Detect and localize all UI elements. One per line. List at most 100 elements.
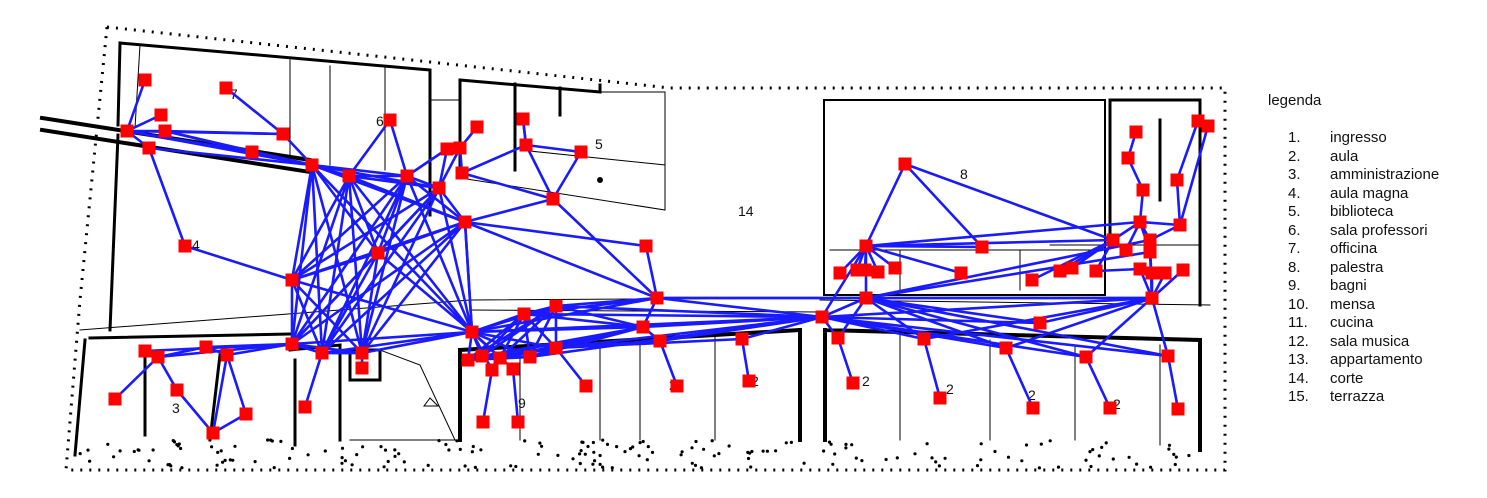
gravel-dot xyxy=(1167,443,1172,447)
edge-line xyxy=(1178,125,1210,226)
edge-line xyxy=(1175,179,1182,226)
gravel-dot xyxy=(694,439,698,444)
gravel-dot xyxy=(479,448,483,452)
edge-line xyxy=(205,342,293,349)
node-marker xyxy=(546,192,560,206)
gravel-dot xyxy=(386,459,390,464)
legend-item-number: 1. xyxy=(1288,129,1301,146)
edge-line xyxy=(437,187,474,333)
gravel-dot xyxy=(979,458,983,462)
node-marker xyxy=(465,325,479,339)
node-marker xyxy=(1201,119,1215,133)
node-marker xyxy=(871,265,885,279)
legend-list: 1. ingresso 2. aula 3. amministrazione 4. aula … xyxy=(1268,129,1483,407)
node-marker xyxy=(142,141,156,155)
legend-item-number: 2. xyxy=(1288,147,1301,165)
node-marker xyxy=(1089,264,1103,278)
gravel-dot xyxy=(1024,443,1029,447)
edge-line xyxy=(347,175,474,333)
edge-line xyxy=(388,119,409,177)
node-marker xyxy=(636,320,650,334)
gravel-dot xyxy=(605,442,610,446)
node-marker xyxy=(579,379,593,393)
room-number-6: 6 xyxy=(376,113,384,129)
node-marker xyxy=(151,350,165,364)
gravel-dot xyxy=(1167,447,1171,451)
edge-line xyxy=(904,162,1114,242)
node-marker xyxy=(383,113,397,127)
legend-item-label: aula magna xyxy=(1330,184,1409,202)
gravel-dot xyxy=(693,463,698,467)
node-marker xyxy=(516,112,530,126)
node-marker xyxy=(206,426,220,440)
edge-line xyxy=(821,315,1169,358)
gravel-dot xyxy=(272,466,276,470)
node-marker xyxy=(239,407,253,421)
node-marker xyxy=(511,415,525,429)
edge-line xyxy=(656,296,823,319)
node-marker xyxy=(519,138,533,152)
node-marker xyxy=(549,341,563,355)
edge-line xyxy=(184,244,293,282)
gravel-dot xyxy=(536,452,540,456)
gravel-dot xyxy=(231,458,235,462)
edge-line xyxy=(290,164,314,345)
gravel-dot xyxy=(471,444,475,449)
gravel-dot xyxy=(1104,441,1108,445)
edge-line xyxy=(321,221,466,354)
gravel-dot xyxy=(219,449,223,453)
legend-item-label: palestra xyxy=(1330,258,1384,276)
edge-line xyxy=(1004,347,1035,409)
edge-line xyxy=(463,221,474,333)
edge-line xyxy=(555,339,661,350)
node-marker xyxy=(549,299,563,313)
gravel-dot xyxy=(340,461,344,465)
edge-line xyxy=(464,220,647,248)
node-marker xyxy=(1145,266,1159,280)
edge-line xyxy=(821,296,1153,319)
gravel-dot xyxy=(789,440,794,444)
gravel-dot xyxy=(1020,459,1024,463)
edge-line xyxy=(291,186,440,282)
edge-line xyxy=(164,129,284,136)
node-marker xyxy=(1103,401,1117,415)
legend-item-number: 7. xyxy=(1288,240,1301,257)
edge-line xyxy=(555,304,644,329)
node-marker xyxy=(815,310,829,324)
gravel-dot xyxy=(829,442,833,446)
gravel-dot xyxy=(895,456,899,460)
node-marker xyxy=(245,145,259,159)
gravel-dot xyxy=(383,448,388,452)
node-marker xyxy=(858,263,872,277)
legend-item: 13. appartamento xyxy=(1268,351,1483,370)
gravel-dot xyxy=(601,465,605,469)
edge-line xyxy=(437,147,462,189)
room-number-5: 5 xyxy=(595,136,603,152)
gravel-dot xyxy=(628,447,633,451)
gravel-dot xyxy=(1149,465,1153,469)
gravel-dot xyxy=(844,442,848,446)
edge-line xyxy=(1175,120,1200,181)
node-marker xyxy=(158,124,172,138)
node-marker xyxy=(475,349,489,363)
edge-line xyxy=(498,313,526,359)
legend-item-number: 12. xyxy=(1288,332,1309,350)
node-marker xyxy=(506,362,520,376)
node-marker xyxy=(1170,173,1184,187)
gravel-dot xyxy=(172,440,177,444)
room-number-9: 9 xyxy=(518,395,526,411)
node-marker xyxy=(1133,262,1147,276)
gravel-dot xyxy=(1187,453,1191,458)
gravel-dot xyxy=(699,466,704,470)
node-marker xyxy=(138,344,152,358)
gravel-dot xyxy=(581,440,585,444)
node-marker xyxy=(1119,243,1133,257)
edge-line xyxy=(642,315,823,329)
edge-line xyxy=(741,315,823,341)
node-marker xyxy=(1171,402,1185,416)
node-marker xyxy=(1133,215,1147,229)
gravel-dot xyxy=(556,453,560,457)
network-nodes xyxy=(108,73,1215,440)
legend-item-number: 8. xyxy=(1288,258,1301,276)
legend-item: 15. terrazza xyxy=(1268,388,1483,407)
